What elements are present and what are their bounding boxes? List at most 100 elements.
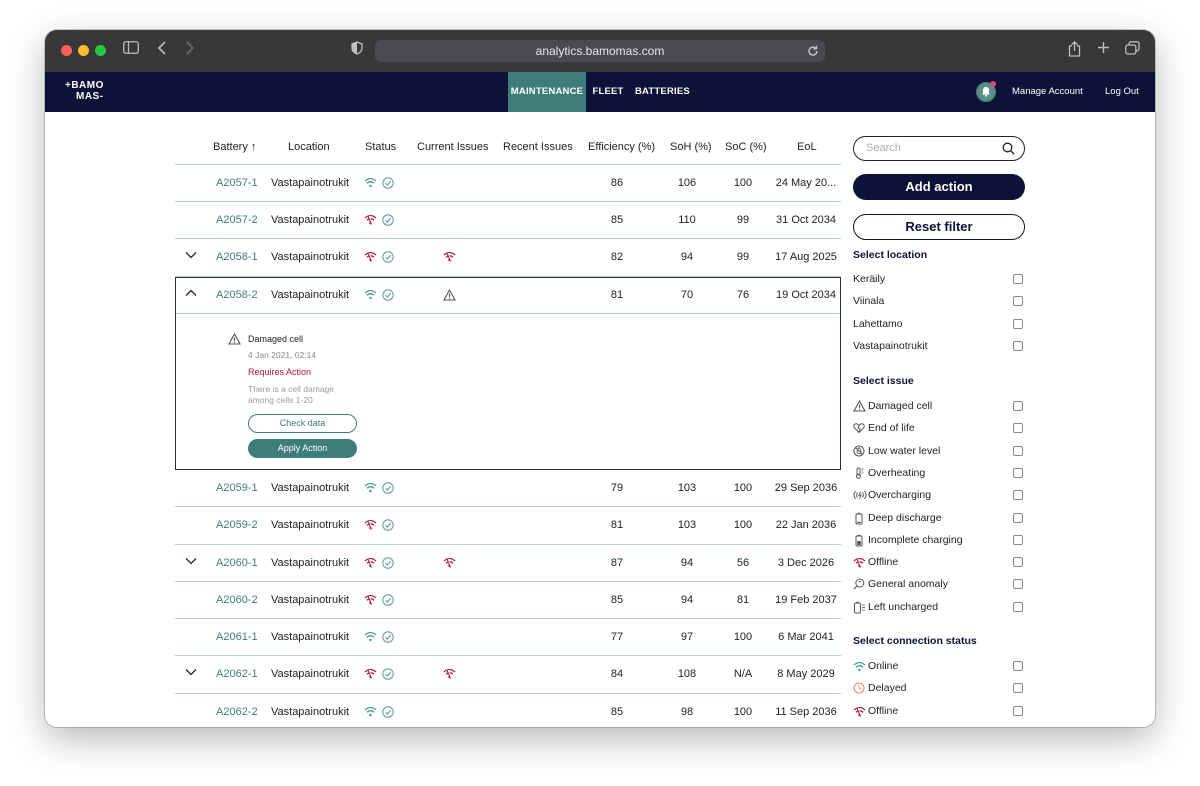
filter-checkbox[interactable] bbox=[1013, 340, 1023, 351]
table-row[interactable]: A2057-1 Vastapainotrukit 86 106 100 24 May 20… bbox=[175, 165, 841, 202]
filter-checkbox[interactable] bbox=[1013, 512, 1023, 523]
table-row[interactable]: A2059-1 Vastapainotrukit 79 103 100 29 Sep 20… bbox=[175, 470, 841, 507]
filter-checkbox[interactable] bbox=[1013, 579, 1023, 590]
table-row[interactable]: A2062-1 Vastapainotrukit 84 108 N/A 8 May 202… bbox=[175, 656, 841, 693]
filter-checkbox[interactable] bbox=[1013, 467, 1023, 478]
back-icon[interactable] bbox=[157, 41, 167, 60]
filter-checkbox[interactable] bbox=[1013, 661, 1023, 671]
col-header-location[interactable]: Location bbox=[288, 141, 330, 153]
current-issue-wifi-off-icon[interactable] bbox=[443, 251, 456, 265]
expand-chevron-down-icon[interactable] bbox=[185, 556, 197, 568]
table-row[interactable]: A2058-2 Vastapainotrukit 81 70 76 19 Oct 2034 bbox=[175, 277, 841, 314]
current-issue-wifi-off-icon[interactable] bbox=[443, 668, 456, 682]
table-row[interactable]: A2062-2 Vastapainotrukit 85 98 100 11 Sep 203… bbox=[175, 694, 841, 727]
issue-filter-option[interactable]: Overheating bbox=[853, 464, 1023, 482]
issue-filter-option[interactable]: Offline bbox=[853, 553, 1023, 571]
table-row[interactable]: A2058-1 Vastapainotrukit 82 94 99 17 Aug 2025 bbox=[175, 239, 841, 276]
battery-id-link[interactable]: A2059-1 bbox=[216, 482, 258, 494]
battery-id-link[interactable]: A2058-2 bbox=[216, 289, 258, 301]
apply-action-button[interactable]: Apply Action bbox=[248, 439, 357, 458]
col-header-battery[interactable]: Battery ↑ bbox=[213, 141, 257, 153]
share-icon[interactable] bbox=[1068, 40, 1081, 62]
col-header-eol[interactable]: EoL bbox=[797, 141, 817, 153]
tab-overview-icon[interactable] bbox=[1125, 41, 1140, 60]
tab-fleet[interactable]: FLEET bbox=[592, 86, 624, 97]
tab-batteries[interactable]: BATTERIES bbox=[635, 86, 690, 97]
issue-filter-option[interactable]: Left uncharged bbox=[853, 598, 1023, 616]
location-filter-option[interactable]: Lahettamo bbox=[853, 315, 1023, 333]
col-header-status[interactable]: Status bbox=[365, 141, 397, 153]
battery-id-link[interactable]: A2057-2 bbox=[216, 214, 258, 226]
location-filter-option[interactable]: Viinala bbox=[853, 292, 1023, 310]
connection-filter-option[interactable]: Offline bbox=[853, 702, 1023, 720]
filter-checkbox[interactable] bbox=[1013, 683, 1023, 694]
location-filter-option[interactable]: Keräily bbox=[853, 270, 1023, 288]
current-issue-warning-triangle-icon[interactable] bbox=[443, 288, 456, 304]
issue-filter-option[interactable]: End of life bbox=[853, 419, 1023, 437]
battery-id-link[interactable]: A2059-2 bbox=[216, 519, 258, 531]
col-header-efficiency[interactable]: Efficiency (%) bbox=[588, 141, 656, 153]
notifications-button[interactable] bbox=[976, 81, 996, 102]
expand-chevron-down-icon[interactable] bbox=[185, 667, 197, 679]
battery-id-link[interactable]: A2057-1 bbox=[216, 177, 258, 189]
filter-checkbox[interactable] bbox=[1013, 534, 1023, 545]
search-icon[interactable] bbox=[1002, 142, 1015, 155]
manage-account-link[interactable]: Manage Account bbox=[1012, 86, 1083, 97]
connection-filter-option[interactable]: Delayed bbox=[853, 679, 1023, 697]
current-issue-wifi-off-icon[interactable] bbox=[443, 557, 456, 571]
table-row[interactable]: A2057-2 Vastapainotrukit 85 110 99 31 Oct 203… bbox=[175, 202, 841, 239]
battery-id-link[interactable]: A2060-2 bbox=[216, 594, 258, 606]
filter-checkbox[interactable] bbox=[1013, 296, 1023, 307]
connection-filter-option[interactable]: Online bbox=[853, 657, 1023, 675]
battery-id-link[interactable]: A2062-2 bbox=[216, 706, 258, 718]
table-row[interactable]: A2060-2 Vastapainotrukit 85 94 81 19 Feb 2037 bbox=[175, 582, 841, 619]
forward-icon[interactable] bbox=[185, 41, 195, 60]
location-filter-option[interactable]: Vastapainotrukit bbox=[853, 337, 1023, 355]
add-action-button[interactable]: Add action bbox=[853, 174, 1025, 200]
filter-checkbox[interactable] bbox=[1013, 318, 1023, 329]
col-header-soh[interactable]: SoH (%) bbox=[670, 141, 712, 153]
filter-checkbox[interactable] bbox=[1013, 490, 1023, 501]
reload-icon[interactable] bbox=[807, 40, 819, 64]
col-header-current-issues[interactable]: Current Issues bbox=[417, 141, 489, 153]
filter-checkbox[interactable] bbox=[1013, 705, 1023, 716]
battery-id-link[interactable]: A2058-1 bbox=[216, 251, 258, 263]
logout-link[interactable]: Log Out bbox=[1105, 86, 1139, 97]
privacy-shield-icon[interactable] bbox=[351, 41, 363, 60]
thermometer-icon bbox=[853, 467, 865, 485]
expand-chevron-down-icon[interactable] bbox=[185, 250, 197, 262]
issue-filter-option[interactable]: Incomplete charging bbox=[853, 531, 1023, 549]
reset-filter-button[interactable]: Reset filter bbox=[853, 214, 1025, 240]
col-header-recent-issues[interactable]: Recent Issues bbox=[503, 141, 573, 153]
filter-checkbox[interactable] bbox=[1013, 557, 1023, 568]
collapse-chevron-up-icon[interactable] bbox=[185, 288, 197, 300]
sidebar-toggle-icon[interactable] bbox=[123, 41, 139, 59]
filter-checkbox[interactable] bbox=[1013, 601, 1023, 612]
maximize-window-button[interactable] bbox=[95, 45, 106, 56]
battery-id-link[interactable]: A2060-1 bbox=[216, 557, 258, 569]
filter-checkbox[interactable] bbox=[1013, 445, 1023, 456]
table-row[interactable]: A2061-1 Vastapainotrukit 77 97 100 6 Mar 2041 bbox=[175, 619, 841, 656]
filter-checkbox[interactable] bbox=[1013, 274, 1023, 284]
issue-filter-option[interactable]: Damaged cell bbox=[853, 397, 1023, 415]
filter-checkbox[interactable] bbox=[1013, 401, 1023, 411]
minimize-window-button[interactable] bbox=[78, 45, 89, 56]
battery-id-link[interactable]: A2061-1 bbox=[216, 631, 258, 643]
search-input[interactable]: Search bbox=[866, 142, 901, 154]
issue-filter-option[interactable]: Low water level bbox=[853, 442, 1023, 460]
battery-id-link[interactable]: A2062-1 bbox=[216, 668, 258, 680]
bamomas-logo[interactable]: +BAMO MAS- bbox=[65, 80, 104, 102]
new-tab-icon[interactable] bbox=[1097, 41, 1110, 59]
table-row[interactable]: A2060-1 Vastapainotrukit 87 94 56 3 Dec 2026 bbox=[175, 545, 841, 582]
table-row[interactable]: A2059-2 Vastapainotrukit 81 103 100 22 Jan 20… bbox=[175, 507, 841, 544]
address-bar[interactable]: analytics.bamomas.com bbox=[375, 40, 825, 62]
issue-filter-option[interactable]: Deep discharge bbox=[853, 509, 1023, 527]
issue-filter-option[interactable]: Overcharging bbox=[853, 486, 1023, 504]
issue-filter-option[interactable]: General anomaly bbox=[853, 575, 1023, 593]
search-box[interactable]: Search bbox=[853, 136, 1025, 161]
check-data-button[interactable]: Check data bbox=[248, 414, 357, 433]
col-header-soc[interactable]: SoC (%) bbox=[725, 141, 767, 153]
tab-maintenance[interactable]: MAINTENANCE bbox=[508, 72, 586, 112]
filter-checkbox[interactable] bbox=[1013, 423, 1023, 434]
close-window-button[interactable] bbox=[61, 45, 72, 56]
